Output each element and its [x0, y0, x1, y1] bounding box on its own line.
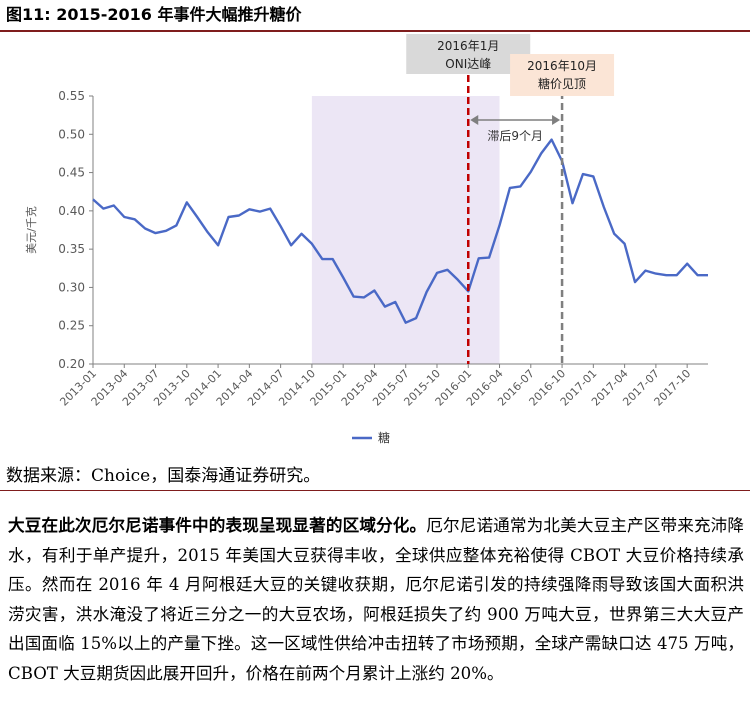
y-axis-label: 美元/千克: [25, 206, 38, 254]
sugar-top-annotation-box: [510, 54, 615, 96]
y-tick-label: 0.20: [58, 357, 85, 371]
y-tick-label: 0.30: [58, 280, 85, 294]
y-tick-label: 0.55: [58, 89, 85, 103]
title-rule: [0, 30, 750, 32]
oni-peak-annotation-text: ONI达峰: [445, 57, 491, 71]
y-tick-label: 0.45: [58, 166, 85, 180]
paragraph-body: 厄尔尼诺通常为北美大豆主产区带来充沛降水，有利于单产提升，2015 年美国大豆获…: [8, 516, 745, 683]
sugar-top-annotation-text: 2016年10月: [527, 59, 597, 73]
lag-arrow-left-head: [470, 115, 479, 125]
sugar-price-chart: 0.20 0.25 0.30 0.35 0.40 0.45 0.50 0.55 美元/千克 201…: [25, 34, 708, 445]
source-note: 数据来源：Choice，国泰海通证券研究。: [6, 466, 321, 486]
y-tick-label: 0.25: [58, 319, 85, 333]
body-paragraph: 大豆在此次厄尔尼诺事件中的表现呈现显著的区域分化。厄尔尼诺通常为北美大豆主产区带…: [8, 511, 744, 688]
oni-peak-annotation-text: 2016年1月: [437, 39, 499, 53]
legend-label: 糖: [378, 430, 390, 445]
lag-label: 滞后9个月: [487, 129, 543, 143]
y-tick-label: 0.50: [58, 127, 85, 141]
lag-arrow-right-head: [552, 115, 561, 125]
y-tick-label: 0.35: [58, 242, 85, 256]
y-tick-label: 0.40: [58, 204, 85, 218]
source-rule: [0, 490, 750, 491]
series-line-sugar: [92, 138, 708, 324]
figure-title: 图11: 2015-2016 年事件大幅推升糖价: [0, 2, 750, 32]
figure-title-text: 图11: 2015-2016 年事件大幅推升糖价: [6, 5, 302, 24]
oni-peak-annotation-box: [406, 34, 531, 74]
paragraph-lead: 大豆在此次厄尔尼诺事件中的表现呈现显著的区域分化。: [8, 516, 427, 535]
sugar-top-annotation-text: 糖价见顶: [538, 76, 586, 91]
